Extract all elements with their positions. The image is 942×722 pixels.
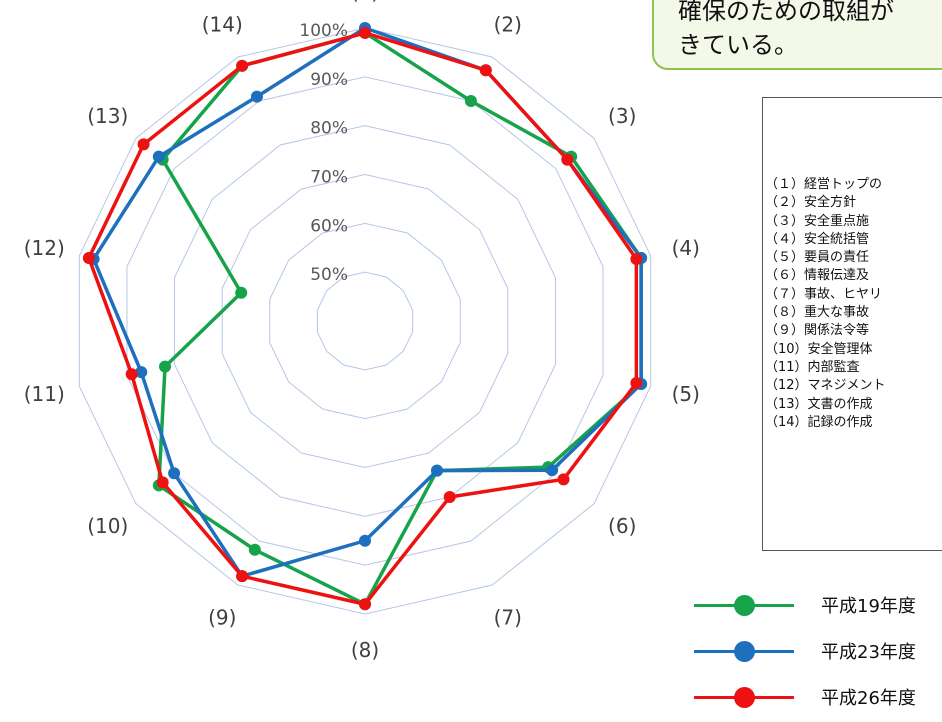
legend-item-3: 平成26年度 (694, 676, 942, 722)
ring-label-5: 100% (299, 21, 348, 41)
series-2-point-6 (546, 464, 559, 477)
item-13: （13）文書の作成 (765, 396, 873, 412)
series-2 (87, 22, 648, 583)
series-3-point-8 (359, 598, 371, 611)
grid-ring-0 (316, 271, 414, 371)
series-3-point-14 (236, 59, 249, 72)
category-labels: (1) (2) (3) (4) (5) (6) (7) (8) (9) (10) (11) (12) (… (24, 0, 700, 662)
series-3-point-6 (557, 473, 570, 486)
category-label-11: (11) (24, 382, 65, 406)
item-4: （４）安全統括管 (765, 231, 870, 247)
grid-ring-1 (269, 222, 461, 420)
legend: 平成19年度 平成23年度 平成26年度 (694, 584, 942, 722)
category-label-3: (3) (608, 104, 636, 128)
callout-line-2: きている。 (678, 31, 798, 59)
legend-marker (734, 595, 755, 616)
item-1: （１）経営トップの (765, 177, 883, 192)
item-11: （11）内部監査 (765, 359, 860, 375)
grid-ring-3 (174, 125, 556, 517)
ring-label-2: 70% (310, 168, 348, 188)
category-label-10: (10) (87, 514, 128, 538)
item-12: （12）マネジメント (765, 378, 886, 394)
item-9: （９）関係法令等 (765, 323, 870, 339)
series-2-point-8 (359, 534, 371, 547)
series-3-point-5 (630, 376, 643, 389)
series-3-point-1 (359, 26, 371, 39)
category-label-6: (6) (608, 514, 636, 538)
grid-ring-4 (126, 76, 604, 566)
series-1-point-11 (159, 360, 172, 373)
category-label-5: (5) (672, 382, 700, 406)
series-1-point-2 (464, 95, 477, 108)
category-label-8: (8) (351, 638, 379, 662)
legend-label: 平成26年度 (821, 688, 916, 709)
series-3 (82, 26, 643, 611)
series-2-point-13 (152, 150, 165, 163)
series-3-point-2 (479, 64, 492, 77)
series-3-point-10 (156, 476, 169, 489)
series-3-point-13 (137, 138, 150, 151)
series-3-point-3 (561, 153, 574, 166)
grid-ring-2 (221, 173, 509, 469)
series-layer (82, 22, 648, 611)
grid-ring-5 (78, 27, 652, 615)
series-3-point-12 (82, 251, 95, 264)
series-2-point-10 (168, 467, 181, 480)
series-3-point-7 (443, 490, 456, 503)
category-label-1: (1) (351, 0, 379, 4)
legend-label: 平成19年度 (821, 596, 916, 617)
ring-label-4: 90% (310, 70, 348, 90)
item-5: （５）要員の責任 (765, 250, 870, 266)
legend-marker (734, 641, 755, 662)
item-10: （10）安全管理体 (765, 341, 873, 357)
callout-line-1: 確保のための取組が (678, 0, 894, 25)
legend-item-1: 平成19年度 (694, 584, 942, 630)
series-3-point-9 (236, 570, 249, 583)
series-3-point-11 (125, 368, 138, 381)
item-8: （８）重大な事故 (765, 305, 870, 321)
category-label-9: (9) (208, 605, 236, 629)
item-6: （６）情報伝達及 (765, 268, 870, 284)
category-label-7: (7) (494, 605, 522, 629)
item-7: （７）事故、ヒヤリ (765, 286, 883, 302)
category-label-12: (12) (24, 236, 65, 260)
items-list: （１）経営トップの （２）安全方針 （３）安全重点施 （４）安全統括管 （５）要員の責任… (765, 176, 886, 432)
series-1-point-9 (248, 543, 261, 556)
series-3-point-4 (630, 253, 643, 266)
item-14: （14）記録の作成 (765, 414, 873, 430)
item-2: （２）安全方針 (765, 195, 857, 211)
legend-marker (734, 687, 755, 708)
series-1-point-12 (235, 286, 248, 299)
item-3: （３）安全重点施 (765, 213, 870, 229)
ring-label-1: 60% (310, 216, 348, 236)
category-label-13: (13) (87, 104, 128, 128)
ring-labels: 50% 60% 70% 80% 90% 100% (299, 21, 348, 285)
category-label-2: (2) (494, 13, 522, 37)
legend-item-2: 平成23年度 (694, 630, 942, 676)
callout-box: 確保のための取組が きている。 (652, 0, 942, 70)
category-label-14: (14) (202, 13, 243, 37)
items-box: （１）経営トップの （２）安全方針 （３）安全重点施 （４）安全統括管 （５）要員の責任… (762, 97, 942, 551)
legend-label: 平成23年度 (821, 642, 916, 663)
radar-grid (78, 27, 652, 615)
series-line-3 (87, 31, 639, 606)
series-2-point-14 (250, 90, 263, 103)
series-2-point-7 (431, 464, 444, 477)
series-2-point-11 (135, 366, 148, 379)
ring-label-0: 50% (310, 265, 348, 285)
ring-label-3: 80% (310, 119, 348, 139)
category-label-4: (4) (672, 236, 700, 260)
